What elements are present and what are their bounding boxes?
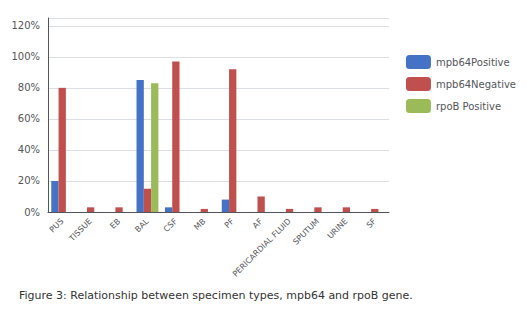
- svg-text:PERICARDIAL FLUID: PERICARDIAL FLUID: [231, 217, 293, 279]
- svg-text:URINE: URINE: [326, 217, 350, 241]
- svg-text:0%: 0%: [24, 207, 40, 218]
- svg-text:BAL: BAL: [133, 216, 151, 234]
- svg-text:rpoB Positive: rpoB Positive: [436, 101, 501, 112]
- svg-text:Figure 3: Relationship between: Figure 3: Relationship between specimen …: [19, 289, 413, 302]
- svg-text:60%: 60%: [18, 113, 40, 124]
- svg-text:MB: MB: [192, 217, 207, 232]
- svg-text:PUS: PUS: [48, 217, 65, 234]
- svg-text:120%: 120%: [11, 20, 40, 31]
- svg-text:SF: SF: [365, 217, 378, 230]
- svg-text:SPUTUM: SPUTUM: [291, 217, 321, 247]
- svg-text:TISSUE: TISSUE: [67, 217, 94, 244]
- svg-text:mpb64Positive: mpb64Positive: [436, 57, 510, 68]
- svg-text:mpb64Negative: mpb64Negative: [436, 79, 516, 90]
- svg-text:CSF: CSF: [162, 217, 179, 234]
- svg-text:80%: 80%: [18, 82, 40, 93]
- svg-text:100%: 100%: [11, 51, 40, 62]
- svg-text:PF: PF: [223, 217, 236, 230]
- svg-text:AF: AF: [251, 217, 265, 231]
- svg-text:EB: EB: [108, 217, 122, 231]
- svg-text:40%: 40%: [18, 144, 40, 155]
- svg-text:20%: 20%: [18, 175, 40, 186]
